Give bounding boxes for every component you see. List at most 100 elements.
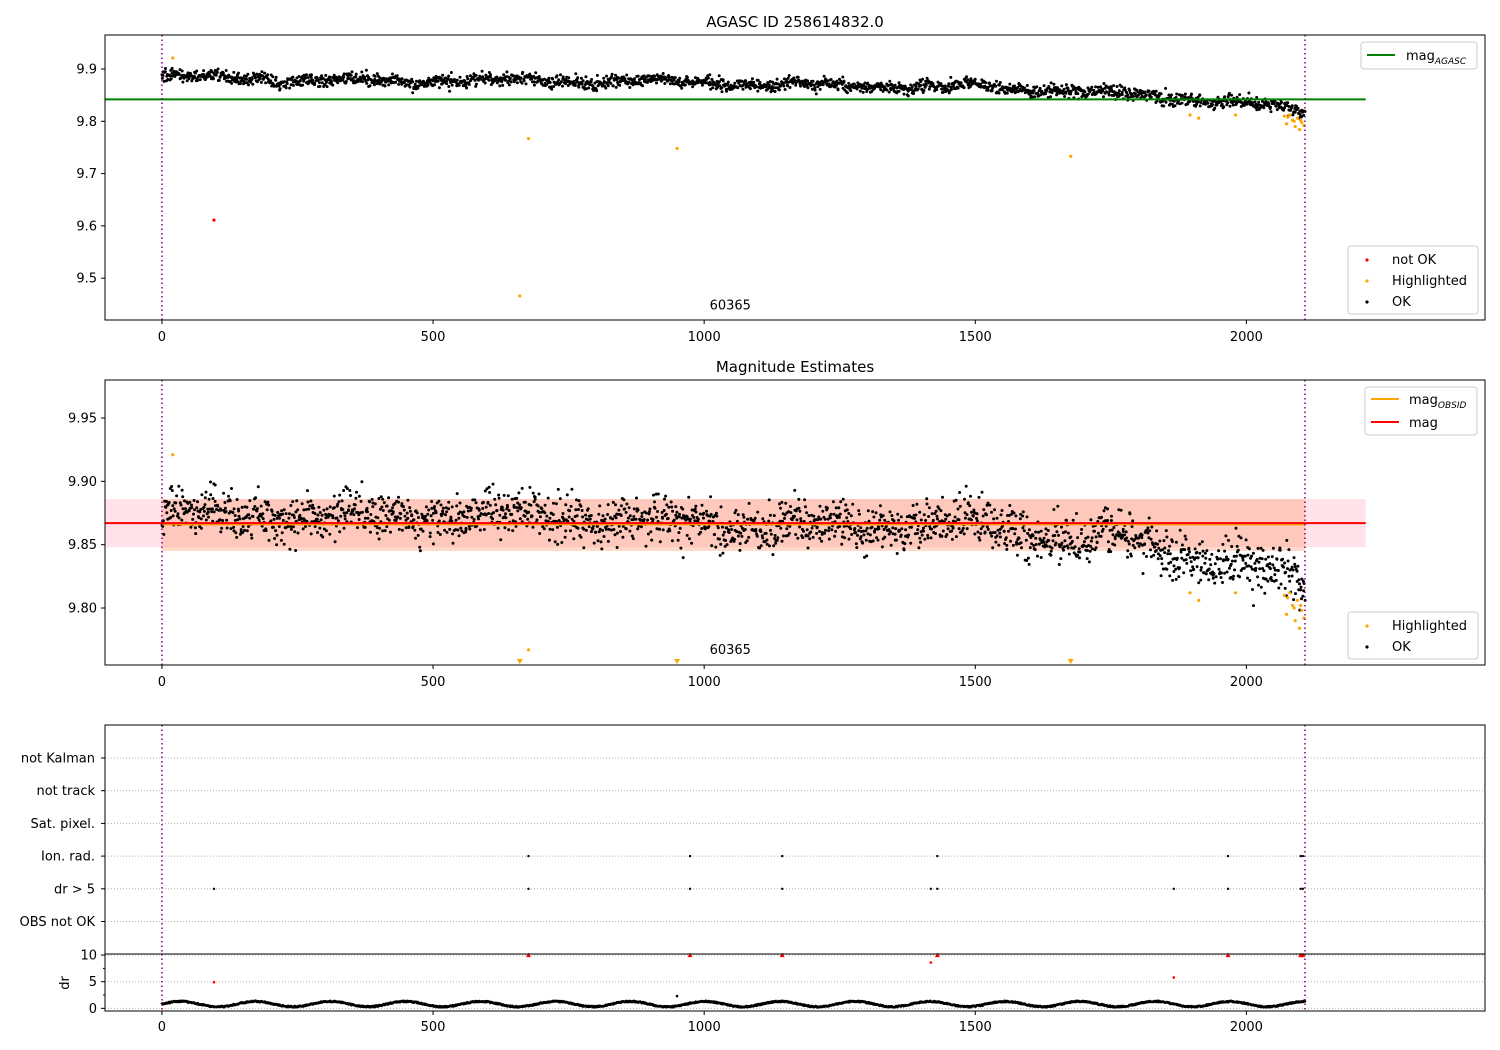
ok-point [577, 85, 581, 89]
ok-point [874, 511, 878, 515]
ok-point [994, 84, 998, 88]
ok-point [462, 510, 466, 514]
ok-point [834, 529, 838, 533]
ok-point [1030, 542, 1034, 546]
ok-point [246, 72, 250, 76]
ok-point [310, 73, 313, 77]
ok-point [1282, 108, 1286, 112]
ok-point [1086, 535, 1090, 539]
ok-point [1211, 103, 1214, 106]
ok-point [163, 70, 167, 74]
ok-point [215, 70, 219, 74]
ok-point [1099, 534, 1103, 538]
ok-point [356, 526, 359, 530]
ok-point [1222, 105, 1226, 109]
ok-point [1297, 578, 1301, 582]
ok-point [893, 83, 897, 87]
ok-point [421, 529, 425, 533]
ok-point [1199, 568, 1203, 572]
ok-point [1261, 567, 1264, 570]
ok-point [1169, 96, 1173, 99]
ok-point [1062, 87, 1066, 91]
ok-point [472, 72, 476, 76]
ok-point [211, 77, 215, 81]
ok-point [1166, 552, 1170, 556]
ok-point [1013, 532, 1017, 536]
ok-point [170, 66, 174, 70]
ok-point [248, 516, 252, 520]
ok-point [357, 513, 361, 517]
ok-point [368, 500, 372, 504]
ok-point [523, 500, 527, 504]
legend-highlighted-label: Highlighted [1392, 274, 1467, 289]
ok-point [1271, 563, 1275, 567]
ok-point [1124, 530, 1128, 534]
ok-point [861, 90, 865, 94]
ok-point [354, 75, 358, 79]
ok-point [1063, 95, 1067, 98]
ok-point [1253, 100, 1257, 104]
ok-point [519, 76, 523, 80]
ok-point [1066, 86, 1070, 90]
ok-point [387, 496, 391, 500]
ok-point [818, 504, 822, 508]
ok-point [1216, 557, 1220, 561]
ok-point [1190, 573, 1194, 577]
ok-point [291, 75, 295, 79]
ok-point [1163, 551, 1167, 555]
ok-point [1038, 86, 1042, 90]
ok-point [474, 84, 478, 88]
ok-point [847, 512, 851, 515]
ok-point [956, 507, 960, 511]
ok-point [1167, 93, 1171, 97]
ok-point [584, 528, 588, 532]
ok-point [778, 502, 781, 506]
ok-point [660, 79, 664, 83]
ok-point [1276, 569, 1280, 572]
ok-point [1223, 95, 1227, 99]
ok-point [1220, 102, 1224, 106]
ok-point [832, 512, 836, 516]
ok-point [798, 509, 802, 513]
ok-point [839, 80, 843, 84]
ok-point [515, 496, 519, 500]
ok-point [790, 518, 794, 522]
ok-point [787, 510, 791, 514]
ok-point [237, 514, 241, 518]
highlighted-point [1233, 591, 1238, 595]
ok-point [316, 513, 320, 517]
ok-point [963, 511, 967, 515]
ok-point [517, 491, 521, 495]
ok-point [209, 493, 213, 497]
ok-point [579, 76, 583, 80]
ok-point [565, 493, 569, 497]
ok-point [998, 531, 1002, 535]
highlighted-point [1288, 591, 1292, 595]
ok-point [855, 86, 859, 90]
ok-point [320, 513, 324, 517]
ok-point [850, 533, 854, 536]
ok-point [1275, 557, 1279, 561]
highlighted-point [675, 146, 679, 151]
ok-point [986, 88, 990, 92]
ok-point [1050, 91, 1054, 95]
ok-point [563, 535, 567, 539]
ok-point [863, 81, 867, 85]
ok-point [1283, 586, 1287, 590]
ok-point [990, 534, 994, 538]
ok-point [1107, 548, 1111, 551]
ok-point [764, 531, 768, 535]
ok-point [720, 90, 724, 94]
ok-point [1066, 531, 1070, 535]
ok-point [570, 517, 574, 521]
ok-point [857, 529, 861, 533]
ok-point [538, 77, 542, 81]
ok-point [738, 548, 742, 552]
ok-point [228, 499, 232, 503]
ok-point [518, 503, 522, 507]
ok-point [591, 526, 595, 530]
ok-point [990, 89, 994, 93]
ok-point [533, 497, 537, 501]
ok-point [812, 83, 816, 87]
ok-point [1146, 526, 1150, 530]
